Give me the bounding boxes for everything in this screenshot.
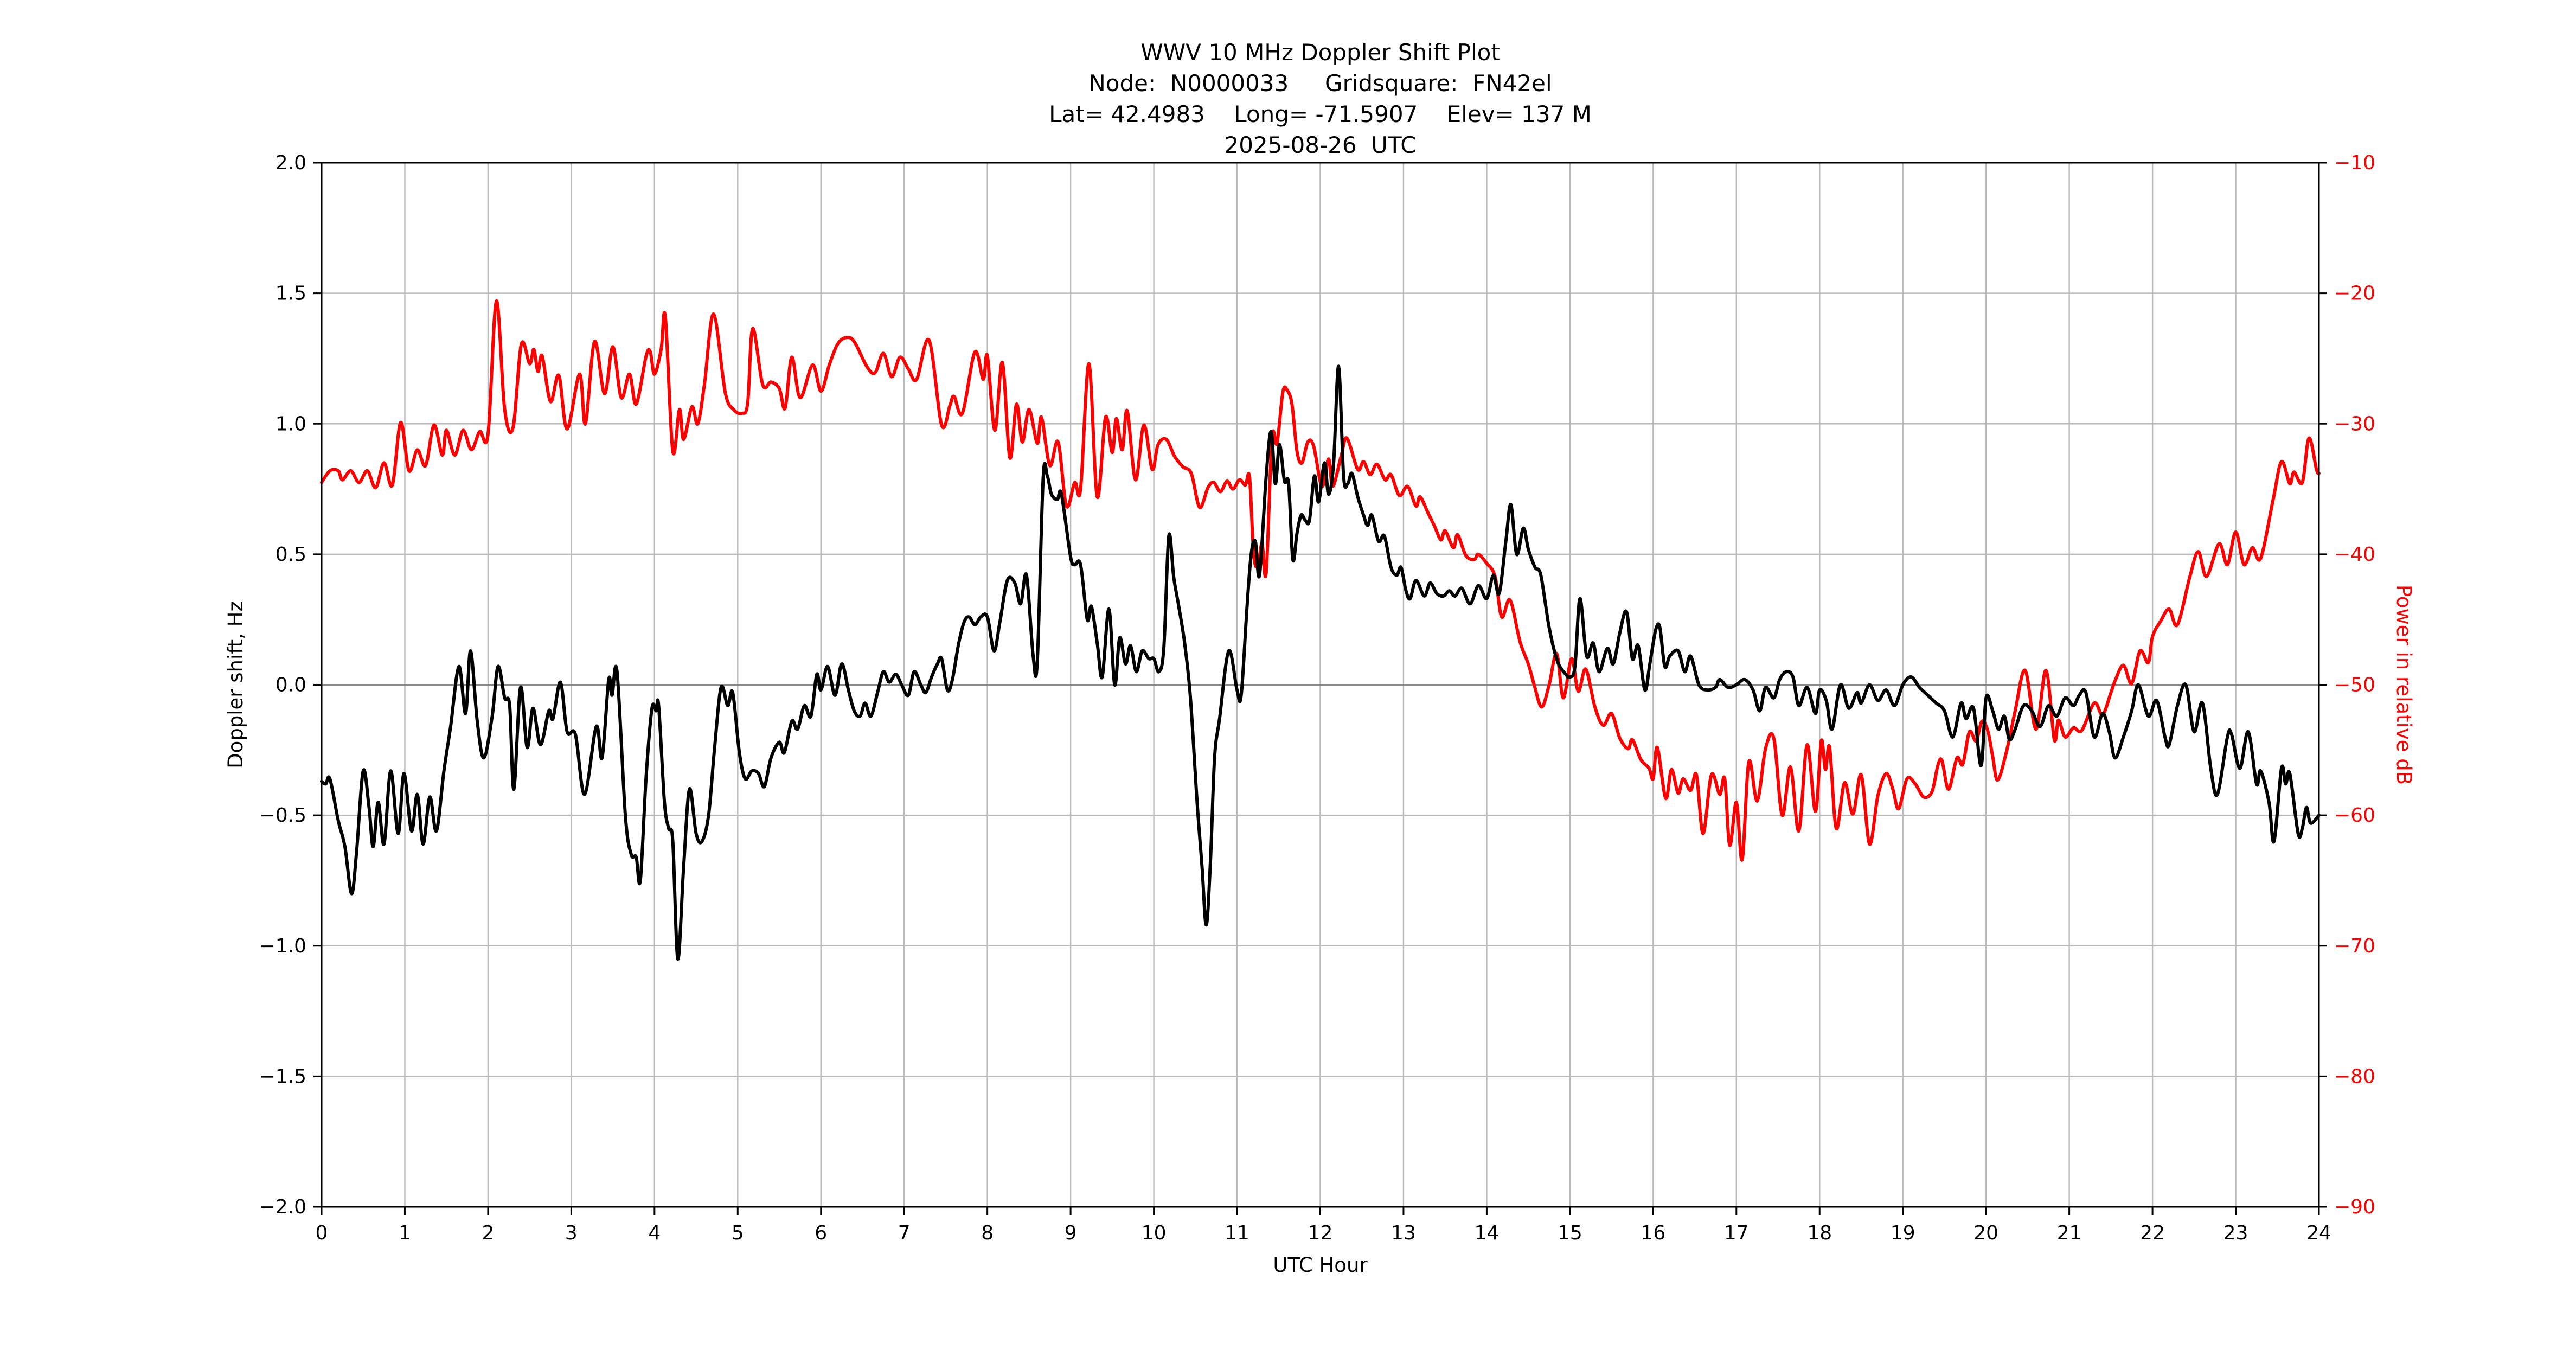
right-axis-label: Power in relative dB — [2392, 585, 2415, 785]
x-tick-label: 2 — [482, 1222, 494, 1244]
x-tick-label: 24 — [2306, 1222, 2331, 1244]
y-left-tick-label: 1.0 — [275, 413, 306, 435]
y-right-tick-label: −70 — [2334, 935, 2375, 957]
x-tick-label: 18 — [1807, 1222, 1832, 1244]
y-right-tick-label: −60 — [2334, 804, 2375, 827]
power-line — [320, 299, 2321, 862]
x-tick-label: 1 — [399, 1222, 411, 1244]
y-right-tick-label: −30 — [2334, 413, 2375, 435]
chart-subtitle-location: Lat= 42.4983 Long= -71.5907 Elev= 137 M — [1049, 101, 1592, 127]
x-tick-label: 21 — [2057, 1222, 2082, 1244]
x-tick-label: 16 — [1641, 1222, 1665, 1244]
y-right-tick-label: −40 — [2334, 543, 2375, 566]
x-tick-label: 10 — [1142, 1222, 1167, 1244]
y-right-tick-label: −80 — [2334, 1065, 2375, 1088]
x-tick-label: 17 — [1724, 1222, 1749, 1244]
x-tick-label: 6 — [815, 1222, 827, 1244]
y-left-tick-label: 1.5 — [275, 283, 306, 305]
x-tick-label: 5 — [732, 1222, 744, 1244]
x-tick-label: 12 — [1308, 1222, 1333, 1244]
y-right-tick-label: −20 — [2334, 283, 2375, 305]
x-tick-label: 19 — [1891, 1222, 1915, 1244]
y-left-tick-label: −1.5 — [259, 1065, 306, 1088]
y-left-tick-label: 0.0 — [275, 674, 306, 696]
chart-subtitle-date: 2025-08-26 UTC — [1224, 132, 1417, 158]
x-tick-label: 3 — [565, 1222, 578, 1244]
y-right-tick-label: −50 — [2334, 674, 2375, 696]
x-tick-label: 23 — [2223, 1222, 2248, 1244]
left-axis-label: Doppler shift, Hz — [224, 601, 247, 769]
y-left-tick-label: −0.5 — [259, 804, 306, 827]
chart-subtitle-node: Node: N0000033 Gridsquare: FN42el — [1088, 70, 1552, 97]
x-tick-label: 13 — [1391, 1222, 1416, 1244]
x-tick-label: 11 — [1225, 1222, 1249, 1244]
y-right-tick-label: −10 — [2334, 152, 2375, 174]
doppler-shift-line — [320, 364, 2321, 961]
y-left-tick-label: −2.0 — [259, 1196, 306, 1218]
x-tick-label: 7 — [898, 1222, 911, 1244]
x-tick-label: 8 — [981, 1222, 994, 1244]
x-tick-label: 20 — [1973, 1222, 1998, 1244]
y-left-tick-label: 0.5 — [275, 543, 306, 566]
x-tick-label: 15 — [1558, 1222, 1582, 1244]
x-tick-label: 0 — [316, 1222, 328, 1244]
chart-title: WWV 10 MHz Doppler Shift Plot — [1140, 39, 1500, 66]
x-tick-label: 4 — [648, 1222, 661, 1244]
x-axis-label: UTC Hour — [1273, 1253, 1368, 1277]
x-tick-label: 22 — [2140, 1222, 2165, 1244]
chart-title-block: WWV 10 MHz Doppler Shift Plot Node: N000… — [322, 37, 2319, 161]
y-left-tick-label: −1.0 — [259, 935, 306, 957]
x-tick-label: 9 — [1065, 1222, 1077, 1244]
y-right-tick-label: −90 — [2334, 1196, 2375, 1218]
x-tick-label: 14 — [1475, 1222, 1500, 1244]
y-left-tick-label: 2.0 — [275, 152, 306, 174]
